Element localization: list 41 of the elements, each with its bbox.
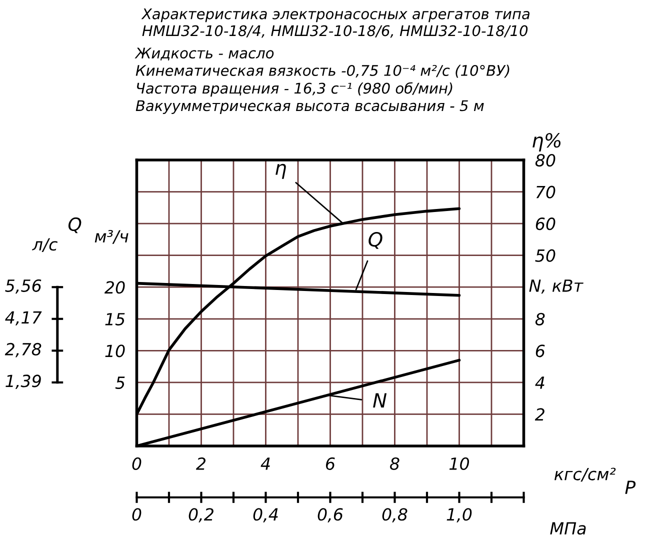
text: P [625,480,636,494]
text: 2,78 [4,342,42,358]
y-axis-title: м³/ч [94,230,128,244]
x2-axis-title: МПа [550,522,586,535]
text: л/с [32,238,58,252]
x2-tick-label: 1,0 [446,508,472,522]
x2-tick-label: 0,2 [188,508,214,522]
text: 1,39 [6,374,41,389]
x-axis-title: кгс/см² [554,468,616,482]
x-tick-label: 2 [196,457,206,470]
x-tick-label: 8 [390,457,400,470]
x2-tick-label: 0,6 [318,508,343,522]
x-tick-label: 10 [449,457,470,470]
y2-tick-label: 80 [535,154,556,167]
annotation: η [276,164,286,179]
y3-axis-title: N, кВт [529,280,584,294]
x-tick-label: 4 [260,458,270,470]
y2-axis-title: η% [532,132,561,152]
y2-tick-label: 50 [535,249,556,262]
annotation: Q [368,232,382,249]
annotation: N [373,393,387,408]
text: Q [68,217,82,234]
text: 5,56 [5,279,42,294]
y-tick-label: 5 [115,376,125,390]
y3-tick-label: 6 [536,344,545,358]
x-tick-label: 0 [132,457,142,470]
y3-tick-label: 2 [534,408,544,421]
y-tick-label: 15 [105,313,125,326]
chart-subtitle: Жидкость - масло Кинематическая вязкость -0,75 10⁻⁴ м²/с (10°ВУ) Частота вращения - 16,3 с⁻¹ (980 об/мин) Вакуумметрическая высота всасывания - 5 м [134,48,510,114]
y-tick-label: 10 [105,344,125,358]
chart-title: Характеристика электронасосных агрегатов типа НМШ32-10-18/4, НМШ32-10-18/6, НМШ32-10-18/10 [141,8,530,38]
x-tick-label: 6 [326,457,335,470]
y-tick-label: 20 [104,281,125,294]
y3-tick-label: 4 [535,376,544,389]
text: 4,17 [5,311,42,326]
x2-tick-label: 0,4 [253,508,278,522]
y3-tick-label: 8 [535,312,545,326]
x2-tick-label: 0 [132,508,142,521]
y2-tick-label: 60 [536,218,556,230]
x2-tick-label: 0,8 [382,508,408,522]
y2-tick-label: 70 [536,186,556,198]
